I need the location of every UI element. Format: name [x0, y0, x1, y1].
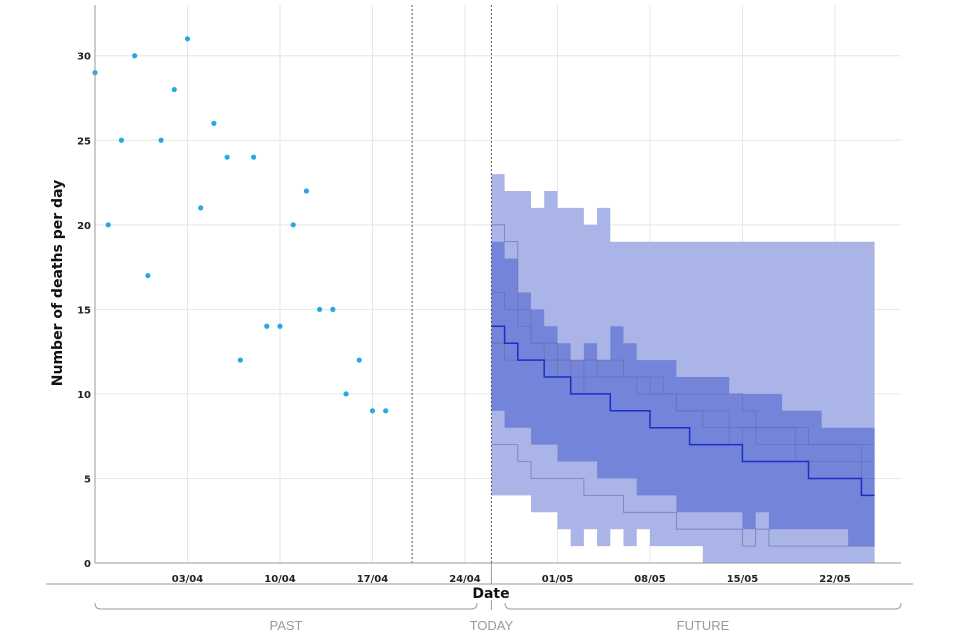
period-label-future: FUTURE [677, 618, 730, 633]
x-tick-label-5: 08/05 [634, 574, 666, 585]
observed-point-14 [277, 323, 283, 329]
observed-point-20 [356, 357, 362, 363]
x-tick-label-2: 17/04 [357, 574, 389, 585]
observed-point-10 [224, 154, 230, 160]
x-tick-label-0: 03/04 [172, 574, 204, 585]
x-tick-label-3: 24/04 [449, 574, 481, 585]
observed-point-18 [330, 306, 336, 312]
observed-point-8 [198, 205, 204, 211]
observed-point-13 [264, 323, 270, 329]
past-bracket [94, 602, 478, 610]
observed-point-4 [145, 272, 151, 279]
observed-point-21 [369, 408, 376, 414]
x-tick-label-6: 15/05 [727, 574, 759, 585]
sample-trajectory-2 [491, 444, 875, 547]
y-tick-label-6: 30 [77, 52, 91, 63]
axes [46, 5, 913, 585]
observed-point-3 [132, 53, 138, 59]
observed-point-22 [383, 408, 389, 414]
median-forecast-line [491, 325, 875, 497]
observed-point-9 [211, 120, 217, 126]
observed-point-11 [237, 357, 243, 363]
y-tick-label-3: 15 [77, 305, 91, 316]
date-markers [411, 5, 492, 563]
observed-point-1 [105, 222, 111, 228]
y-tick-label-0: 0 [84, 559, 91, 570]
x-tick-label-7: 22/05 [819, 574, 851, 585]
y-tick-label-2: 10 [77, 390, 91, 401]
tick-labels: 0 5 10 15 20 25 30 03/04 10/04 17/04 24/04 01/05 08/… [77, 52, 851, 585]
observed-point-7 [184, 36, 191, 42]
y-axis-title: Number of deaths per day [50, 180, 66, 386]
x-tick-label-4: 01/05 [542, 574, 574, 585]
observed-point-19 [343, 391, 349, 397]
x-axis-title: Date [472, 586, 509, 602]
observed-point-17 [317, 306, 323, 312]
observed-point-5 [158, 137, 164, 143]
period-brackets: PAST TODAY FUTURE [94, 600, 902, 633]
observed-point-16 [303, 188, 310, 194]
y-tick-label-1: 5 [84, 474, 91, 485]
forecast-bands [491, 174, 875, 563]
y-tick-label-5: 25 [77, 136, 91, 147]
observed-points [92, 36, 389, 414]
y-tick-label-4: 20 [77, 221, 91, 232]
sample-trajectory-3 [491, 342, 875, 445]
future-bracket [504, 602, 902, 610]
observed-point-15 [290, 222, 296, 228]
forecast-lines [491, 224, 875, 547]
period-label-past: PAST [270, 618, 303, 633]
x-tick-label-1: 10/04 [264, 574, 296, 585]
observed-point-12 [250, 154, 257, 160]
observed-point-2 [118, 137, 125, 143]
period-label-today: TODAY [470, 618, 514, 633]
observed-point-6 [171, 86, 177, 93]
